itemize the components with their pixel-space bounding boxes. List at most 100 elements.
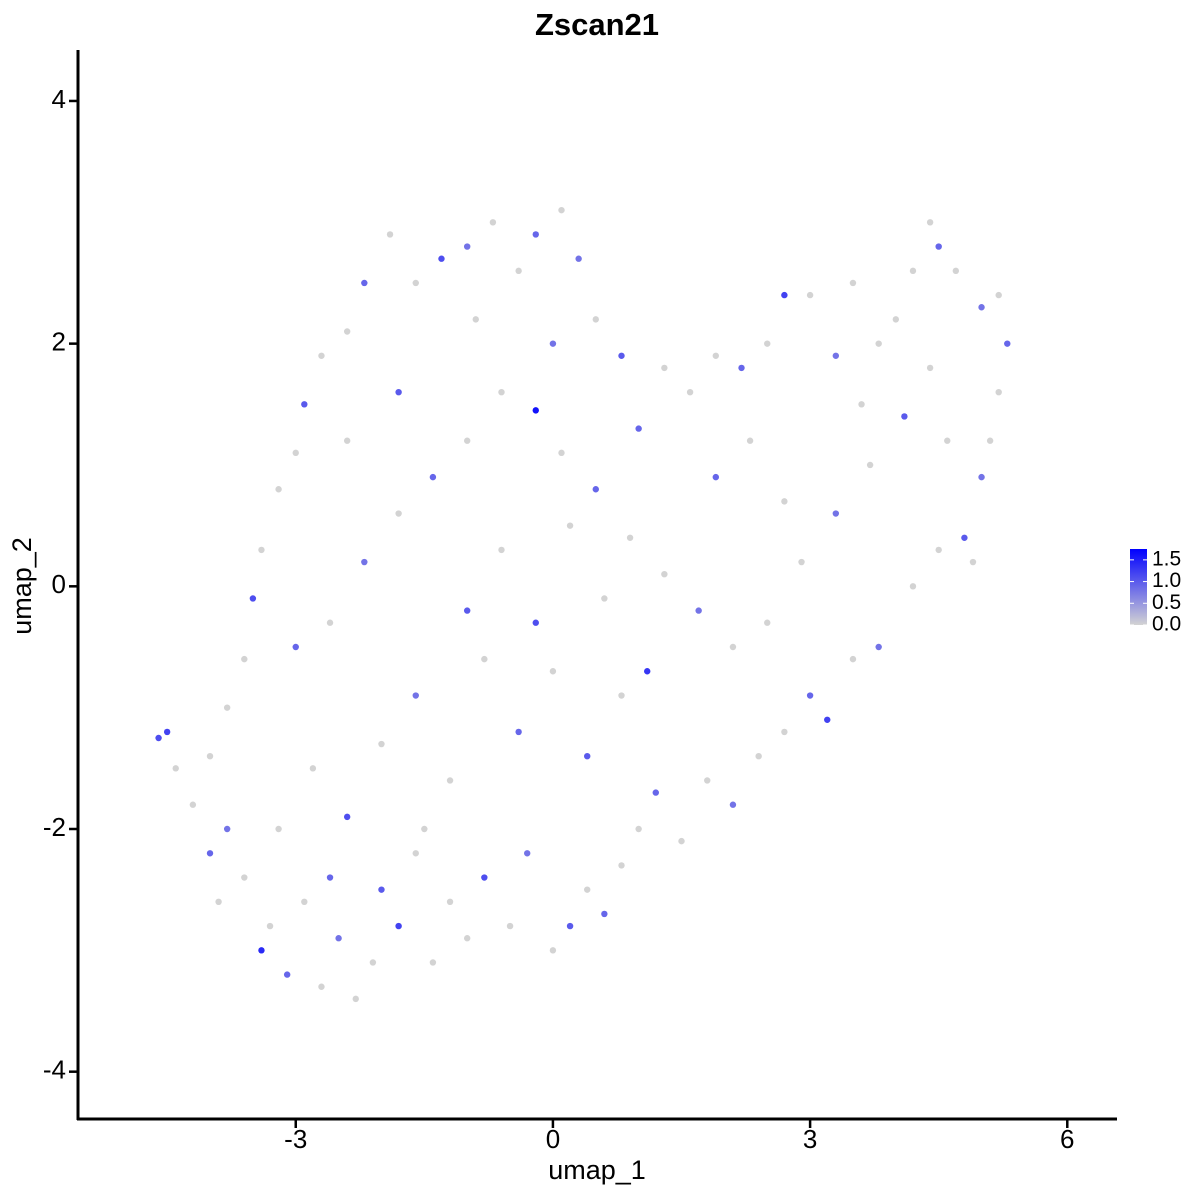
point	[549, 340, 557, 347]
point	[935, 546, 942, 554]
point	[926, 364, 934, 372]
y-tick-label: 0	[52, 569, 66, 599]
point	[961, 534, 968, 541]
point	[258, 546, 265, 554]
point	[515, 728, 522, 736]
point	[875, 340, 882, 347]
point	[326, 874, 334, 881]
x-tick-label: -3	[284, 1124, 307, 1154]
point	[892, 316, 900, 323]
point	[592, 486, 599, 493]
point	[558, 206, 565, 214]
point	[172, 765, 179, 772]
point	[601, 595, 608, 602]
point	[429, 959, 437, 966]
point	[858, 401, 865, 408]
point	[661, 570, 668, 578]
point	[301, 898, 308, 906]
point	[781, 291, 788, 299]
colorbar	[1130, 549, 1147, 625]
point	[361, 558, 368, 566]
point	[318, 352, 325, 359]
point	[995, 388, 1002, 396]
point	[463, 437, 471, 444]
point	[378, 740, 385, 748]
point	[901, 413, 908, 420]
point	[266, 922, 274, 930]
point	[524, 850, 531, 857]
point	[935, 243, 942, 250]
point	[575, 255, 582, 262]
point	[395, 510, 402, 517]
point	[395, 388, 402, 396]
point	[601, 910, 608, 918]
point	[275, 486, 282, 493]
point	[764, 619, 771, 626]
point	[498, 388, 505, 396]
point	[995, 291, 1002, 299]
point	[798, 558, 805, 566]
point	[781, 728, 788, 736]
point	[189, 801, 197, 808]
chart-title: Zscan21	[535, 7, 659, 42]
colorbar-label: 0.0	[1152, 613, 1181, 636]
point	[223, 704, 231, 711]
point	[446, 777, 454, 784]
point	[986, 437, 994, 444]
point	[849, 655, 857, 663]
colorbar-label: 0.5	[1152, 591, 1181, 614]
point	[584, 752, 591, 760]
point	[824, 716, 831, 723]
point	[241, 655, 248, 663]
point	[704, 777, 711, 784]
point	[412, 692, 419, 699]
point	[343, 437, 351, 444]
x-axis-title: umap_1	[548, 1155, 646, 1185]
point	[515, 267, 522, 275]
point	[292, 643, 299, 651]
point	[558, 449, 565, 457]
point	[206, 752, 214, 760]
point	[866, 461, 874, 469]
point	[926, 219, 934, 226]
point	[729, 643, 737, 651]
point	[712, 473, 720, 481]
y-tick-label: -2	[43, 812, 66, 842]
point	[163, 728, 171, 736]
point	[644, 668, 651, 675]
point	[738, 364, 745, 372]
point	[343, 328, 351, 335]
point	[481, 655, 488, 663]
point	[635, 825, 642, 833]
point	[952, 267, 960, 275]
point	[618, 352, 625, 359]
x-tick-label: 6	[1060, 1124, 1074, 1154]
point	[969, 558, 977, 566]
point	[309, 765, 317, 772]
point	[352, 995, 359, 1003]
point	[223, 825, 231, 833]
point	[978, 304, 985, 311]
y-tick-label: 4	[52, 84, 66, 114]
point	[944, 437, 951, 444]
point	[481, 874, 488, 881]
point	[412, 279, 419, 287]
point	[421, 825, 428, 833]
point	[301, 401, 308, 408]
point	[875, 643, 882, 651]
point	[746, 437, 754, 444]
point	[978, 473, 985, 481]
point	[241, 874, 248, 881]
point	[635, 425, 642, 432]
point	[395, 922, 402, 930]
point	[429, 473, 437, 481]
point	[326, 619, 334, 626]
point	[832, 352, 840, 359]
point	[343, 813, 351, 821]
point	[489, 219, 497, 226]
point	[849, 279, 857, 287]
point	[155, 734, 162, 742]
point	[729, 801, 737, 808]
point	[755, 752, 762, 760]
point	[292, 449, 299, 457]
